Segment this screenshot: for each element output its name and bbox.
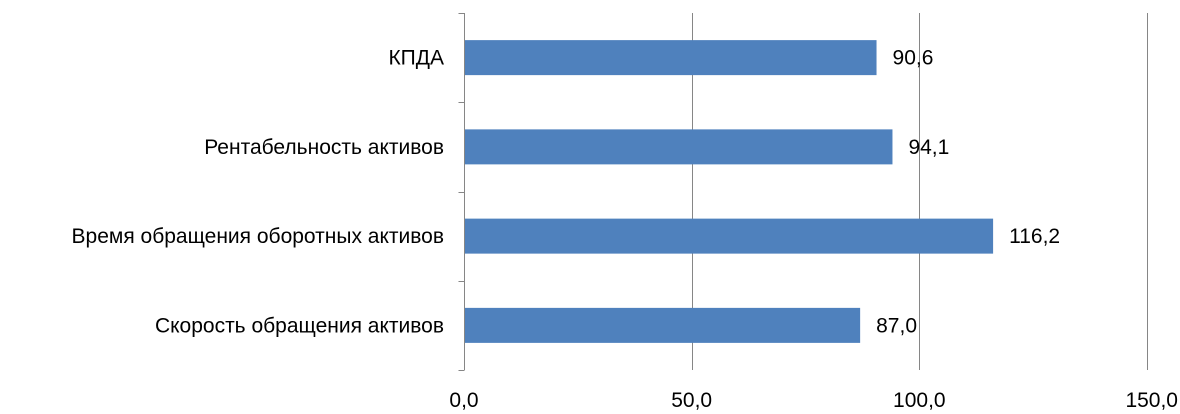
category-axis [458, 13, 465, 371]
data-label: 116,2 [1009, 225, 1060, 248]
bar [465, 129, 893, 165]
category-label: Время обращения оборотных активов [72, 225, 444, 248]
data-label: 90,6 [893, 47, 934, 70]
data-label: 94,1 [908, 136, 949, 159]
category-label: Рентабельность активов [204, 136, 444, 159]
category-label: Скорость обращения активов [155, 314, 444, 337]
category-label: КПДА [388, 47, 444, 70]
data-label: 87,0 [876, 314, 917, 337]
bar [465, 218, 994, 254]
bar [465, 40, 877, 76]
x-tick-label: 100,0 [893, 389, 946, 412]
labels: КПДА 90,6 Рентабельность активов 94,1 Время … [72, 47, 1178, 412]
bar [465, 307, 861, 343]
x-tick-label: 50,0 [671, 389, 712, 412]
x-tick-label: 0,0 [449, 389, 478, 412]
x-tick-label: 150,0 [1125, 389, 1178, 412]
bars [465, 40, 994, 343]
